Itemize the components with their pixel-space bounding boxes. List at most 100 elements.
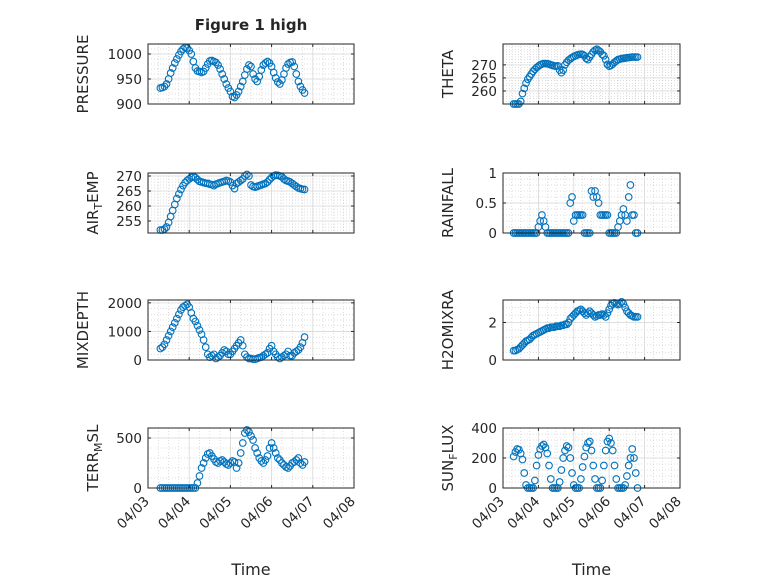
data-point xyxy=(166,69,175,77)
data-point xyxy=(600,461,608,470)
data-point xyxy=(214,61,222,69)
data-point xyxy=(607,439,615,447)
series-markers xyxy=(509,45,642,108)
data-point xyxy=(623,472,631,480)
data-point xyxy=(199,459,208,467)
data-point xyxy=(280,175,288,183)
figure-title: Figure 1 high xyxy=(195,16,308,34)
data-point xyxy=(220,75,229,83)
data-point xyxy=(294,454,303,462)
data-point xyxy=(555,478,564,486)
data-point xyxy=(294,77,303,86)
data-point xyxy=(253,77,262,86)
data-point xyxy=(234,459,243,467)
data-point xyxy=(230,93,239,102)
x-tick-label: 04/04 xyxy=(155,494,194,533)
x-tick-label: 04/03 xyxy=(469,494,508,533)
data-point xyxy=(564,443,573,452)
data-point xyxy=(193,175,202,184)
data-point xyxy=(177,185,185,194)
axes-box xyxy=(147,172,355,234)
data-point xyxy=(566,454,575,462)
data-point xyxy=(603,60,612,69)
data-point xyxy=(160,340,169,349)
data-point xyxy=(197,464,206,472)
y-axis-label: PRESSURE xyxy=(74,35,92,114)
data-point xyxy=(160,82,169,91)
data-point xyxy=(585,437,594,446)
y-tick-label: 950 xyxy=(116,72,142,88)
data-point xyxy=(591,475,599,483)
data-point xyxy=(518,455,527,464)
data-point xyxy=(520,469,529,477)
data-point xyxy=(172,194,181,203)
y-tick-label: 260 xyxy=(471,84,497,100)
subplot-mixdepth: 0 1000 2000 MIXDEPTH xyxy=(74,291,355,369)
data-point xyxy=(261,179,270,188)
data-point xyxy=(584,309,592,317)
data-point xyxy=(554,62,562,70)
x-tick-label: 04/08 xyxy=(646,494,685,533)
x-tick-label: 04/07 xyxy=(611,494,650,533)
data-point xyxy=(265,444,274,452)
data-point xyxy=(238,341,247,350)
x-tick-label: 04/05 xyxy=(196,494,235,533)
data-point xyxy=(162,336,171,344)
data-point xyxy=(621,303,629,312)
x-tick-label: 04/06 xyxy=(238,494,277,533)
series-markers xyxy=(509,298,642,355)
data-point xyxy=(191,317,200,326)
data-point xyxy=(538,442,546,450)
data-point xyxy=(631,469,640,477)
data-point xyxy=(568,469,576,477)
data-point xyxy=(543,449,552,458)
data-point xyxy=(288,58,297,66)
y-axis-label: RAINFALL xyxy=(439,167,457,238)
data-point xyxy=(232,464,241,472)
data-point xyxy=(249,436,257,444)
data-point xyxy=(220,346,229,354)
data-point xyxy=(623,217,631,225)
y-tick-label: 1000 xyxy=(108,324,142,340)
data-point xyxy=(290,62,299,71)
data-point xyxy=(284,464,292,472)
data-point xyxy=(224,461,233,469)
data-point xyxy=(243,426,251,434)
axes-box xyxy=(147,43,355,105)
data-point xyxy=(247,62,255,71)
data-point xyxy=(603,309,612,317)
x-tick-label: 04/06 xyxy=(575,494,614,533)
y-tick-label: 270 xyxy=(471,58,497,74)
y-tick-label: 0 xyxy=(133,353,142,369)
data-point xyxy=(603,211,612,219)
data-point xyxy=(166,327,175,336)
y-tick-label: 0 xyxy=(133,481,142,497)
series-markers xyxy=(156,300,309,363)
data-point xyxy=(300,458,309,466)
data-point xyxy=(522,79,530,87)
data-point xyxy=(630,211,638,219)
data-point xyxy=(292,70,301,78)
data-point xyxy=(518,89,527,98)
data-point xyxy=(559,66,568,74)
data-point xyxy=(300,89,309,97)
series-markers xyxy=(156,426,309,492)
y-tick-label: 0 xyxy=(488,226,497,242)
data-point xyxy=(580,452,589,461)
data-point xyxy=(628,445,637,453)
x-tick-label: 04/03 xyxy=(114,494,153,533)
data-point xyxy=(598,476,606,485)
data-point xyxy=(601,55,610,64)
x-tick-label: 04/04 xyxy=(504,494,543,533)
subplot-terr_msl: 0 500 04/03 04/04 04/05 04/06 04/07 04/08 Time TE… xyxy=(84,424,359,579)
y-tick-label: 1 xyxy=(488,166,497,182)
data-point xyxy=(181,301,189,310)
data-point xyxy=(170,59,179,67)
data-point xyxy=(509,452,518,461)
y-tick-label: 265 xyxy=(116,184,142,200)
data-point xyxy=(226,87,235,96)
data-point xyxy=(269,444,278,452)
data-point xyxy=(263,178,272,186)
y-tick-label: 0 xyxy=(488,481,497,497)
